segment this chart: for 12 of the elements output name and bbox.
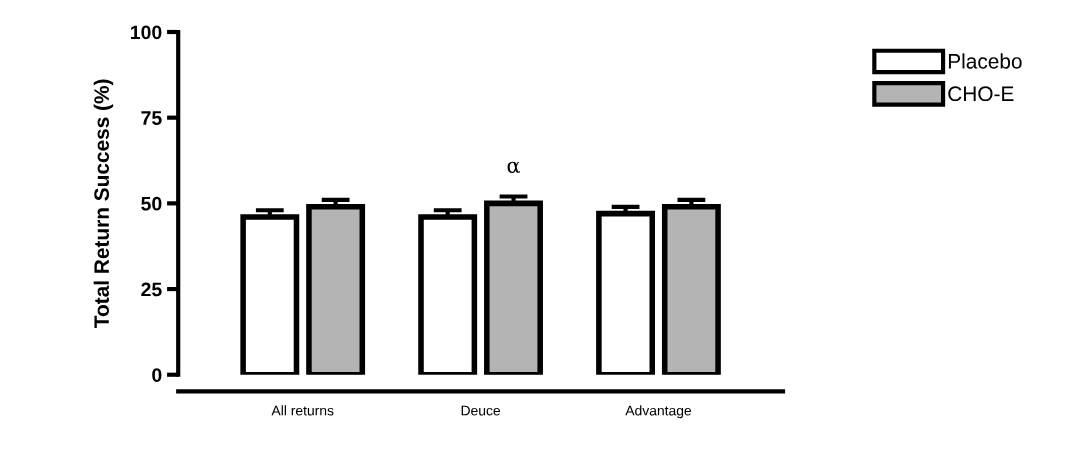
y-axis-title: Total Return Success (%): [93, 79, 114, 328]
annotation: α: [507, 161, 520, 173]
x-tick-label: Deuce: [461, 405, 501, 416]
y-tick-label: 100: [131, 25, 162, 40]
legend-label: CHO-E: [948, 86, 1014, 102]
x-tick-label: All returns: [271, 405, 334, 416]
x-tick-label: Advantage: [625, 405, 692, 419]
y-tick-label: 25: [141, 282, 162, 297]
y-tick-label: 0: [152, 368, 162, 382]
y-tick-label: 75: [141, 111, 162, 125]
legend-label: Placebo: [948, 53, 1022, 69]
y-tick-label: 50: [141, 196, 162, 211]
